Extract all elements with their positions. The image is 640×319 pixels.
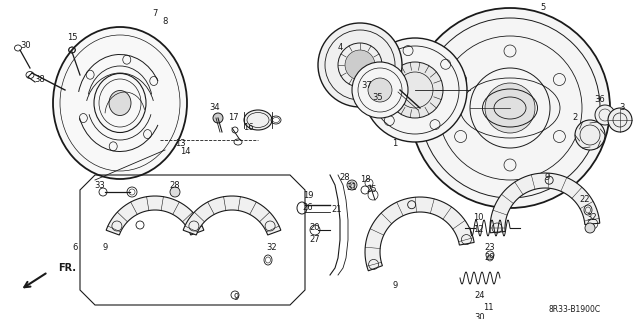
Circle shape bbox=[318, 23, 402, 107]
Text: 36: 36 bbox=[595, 95, 605, 105]
Ellipse shape bbox=[53, 27, 187, 179]
Circle shape bbox=[595, 105, 615, 125]
Text: 12: 12 bbox=[473, 226, 483, 234]
Text: 38: 38 bbox=[35, 76, 45, 85]
Text: 31: 31 bbox=[347, 183, 357, 192]
Text: 35: 35 bbox=[372, 93, 383, 102]
Circle shape bbox=[387, 62, 443, 118]
Text: 9: 9 bbox=[545, 174, 550, 182]
Text: 28: 28 bbox=[170, 181, 180, 189]
Text: 21: 21 bbox=[332, 205, 342, 214]
Circle shape bbox=[368, 78, 392, 102]
Circle shape bbox=[485, 83, 535, 133]
Text: 16: 16 bbox=[243, 123, 253, 132]
Polygon shape bbox=[106, 196, 204, 235]
Text: 27: 27 bbox=[310, 235, 320, 244]
Ellipse shape bbox=[55, 29, 185, 177]
Circle shape bbox=[487, 255, 493, 261]
Text: 32: 32 bbox=[267, 243, 277, 253]
Text: 30: 30 bbox=[20, 41, 31, 49]
Text: 8R33-B1900C: 8R33-B1900C bbox=[549, 306, 601, 315]
Text: 37: 37 bbox=[362, 80, 372, 90]
Text: 34: 34 bbox=[210, 103, 220, 113]
Text: 3: 3 bbox=[620, 103, 625, 113]
Text: 32: 32 bbox=[587, 213, 597, 222]
Text: 29: 29 bbox=[484, 254, 495, 263]
Text: 11: 11 bbox=[483, 303, 493, 313]
Circle shape bbox=[363, 38, 467, 142]
Circle shape bbox=[345, 50, 375, 80]
Text: 22: 22 bbox=[580, 196, 590, 204]
Text: 25: 25 bbox=[367, 186, 377, 195]
Text: FR.: FR. bbox=[58, 263, 76, 273]
Text: 1: 1 bbox=[392, 138, 397, 147]
Text: 9: 9 bbox=[234, 293, 239, 302]
Text: 15: 15 bbox=[67, 33, 77, 42]
Text: 13: 13 bbox=[175, 138, 186, 147]
Text: 10: 10 bbox=[473, 213, 483, 222]
Circle shape bbox=[352, 62, 408, 118]
Text: 30: 30 bbox=[475, 314, 485, 319]
Text: 14: 14 bbox=[180, 147, 190, 157]
Circle shape bbox=[410, 8, 610, 208]
Text: 17: 17 bbox=[228, 114, 238, 122]
Circle shape bbox=[347, 180, 357, 190]
Circle shape bbox=[170, 187, 180, 197]
Text: 28: 28 bbox=[340, 174, 350, 182]
Text: 7: 7 bbox=[152, 9, 157, 18]
Text: 23: 23 bbox=[484, 243, 495, 253]
Text: 4: 4 bbox=[337, 43, 342, 53]
Text: 9: 9 bbox=[102, 243, 108, 253]
Ellipse shape bbox=[110, 92, 130, 115]
Text: 24: 24 bbox=[475, 291, 485, 300]
Ellipse shape bbox=[109, 91, 131, 115]
Circle shape bbox=[575, 120, 605, 150]
Circle shape bbox=[213, 113, 223, 123]
Text: 2: 2 bbox=[572, 114, 578, 122]
Text: 26: 26 bbox=[303, 204, 314, 212]
Circle shape bbox=[585, 223, 595, 233]
Text: 5: 5 bbox=[540, 4, 546, 12]
Polygon shape bbox=[365, 197, 474, 271]
Text: 6: 6 bbox=[72, 243, 77, 253]
Text: 18: 18 bbox=[360, 175, 371, 184]
Circle shape bbox=[608, 108, 632, 132]
Text: 33: 33 bbox=[95, 181, 106, 189]
Text: 9: 9 bbox=[392, 280, 397, 290]
Polygon shape bbox=[183, 196, 281, 235]
Text: 8: 8 bbox=[163, 18, 168, 26]
Text: 20: 20 bbox=[310, 224, 320, 233]
Polygon shape bbox=[490, 173, 600, 233]
Text: 19: 19 bbox=[303, 191, 313, 201]
Ellipse shape bbox=[244, 110, 272, 130]
